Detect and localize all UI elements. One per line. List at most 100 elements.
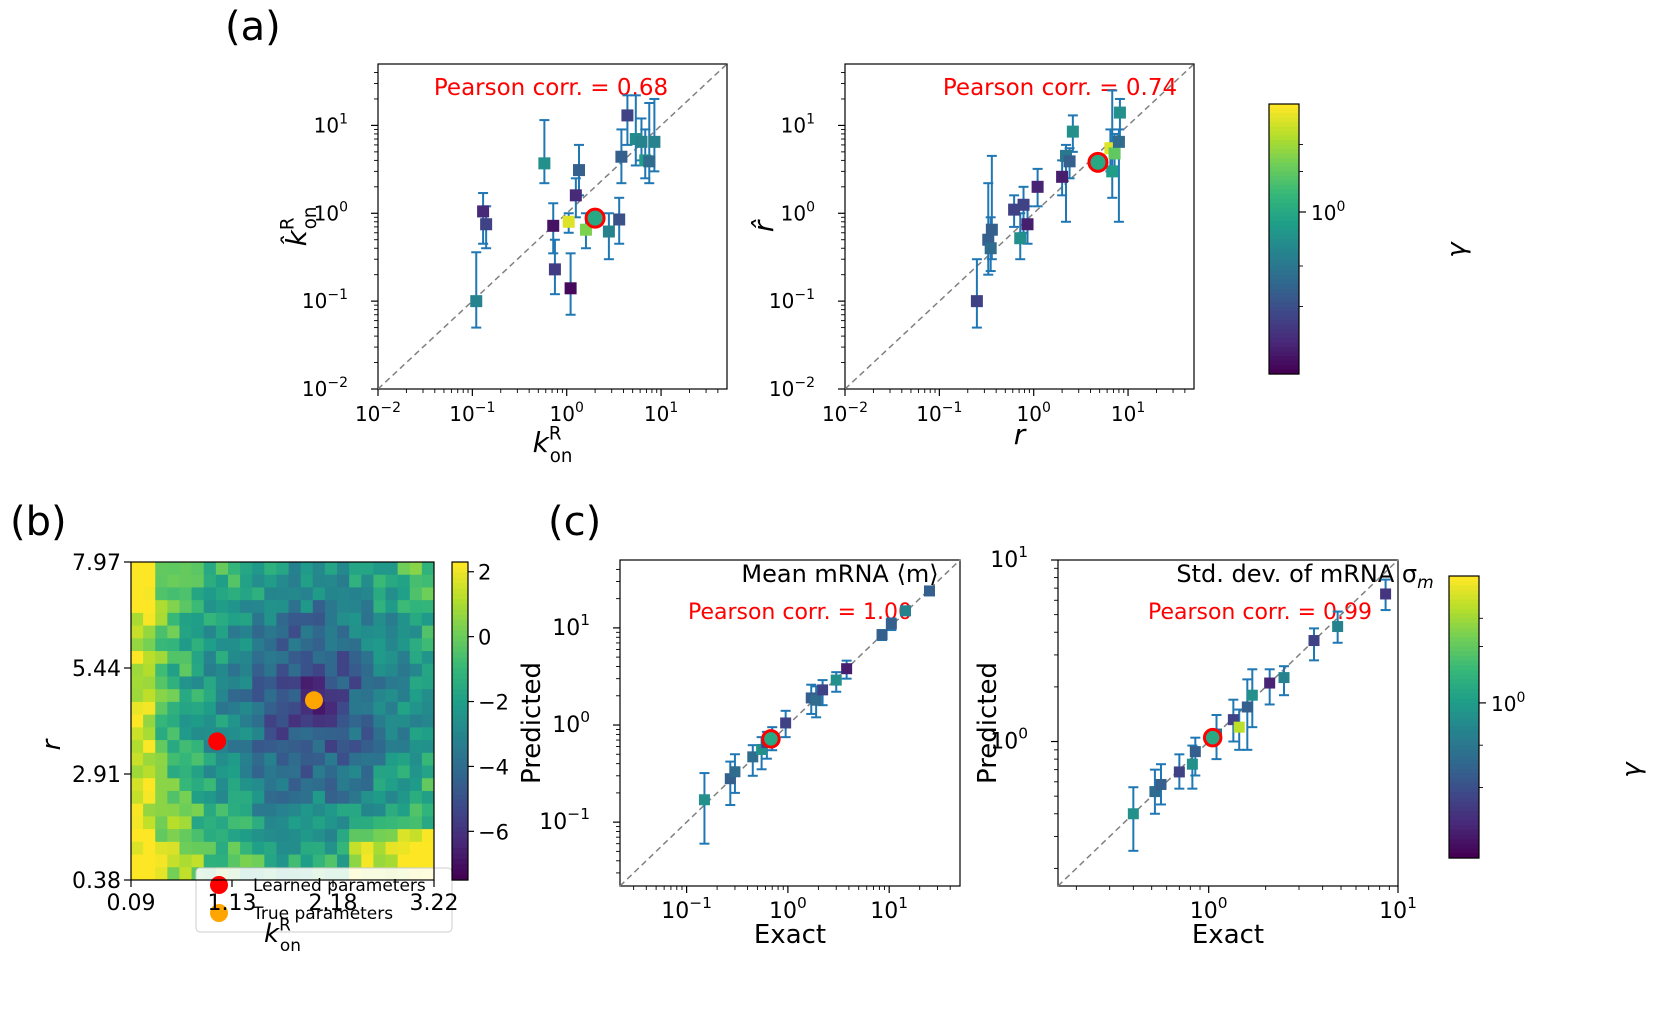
cba-segment [1269, 221, 1299, 227]
heatmap-cell [240, 612, 253, 627]
heatmap-cell [131, 612, 144, 627]
c1-ytick-label-base: 10 [552, 713, 580, 738]
a1-data-point [643, 155, 656, 168]
cba-segment [1269, 189, 1299, 195]
heatmap-cell [179, 867, 193, 881]
heatmap-cell [227, 651, 241, 665]
a1-ylabel-sub: on [300, 207, 321, 230]
heatmap-cell [312, 600, 326, 614]
heatmap-cell [143, 562, 156, 576]
heatmap-cell [361, 841, 374, 856]
heatmap-cell [337, 587, 350, 601]
heatmap-cell [288, 638, 302, 652]
cba-segment [1269, 369, 1299, 375]
heatmap-colorbar-segment [452, 620, 468, 627]
heatmap-cell [373, 854, 387, 868]
heatmap-colorbar-segment [452, 763, 468, 770]
cbc-frame [1448, 575, 1480, 859]
cba-segment [1269, 306, 1299, 312]
heatmap-cell [324, 854, 338, 868]
heatmap-cell [215, 587, 229, 601]
heatmap-cell [179, 816, 193, 830]
heatmap-cell [300, 574, 314, 588]
heatmap-cell [421, 587, 435, 601]
heatmap-cell [276, 829, 290, 843]
cba-segment [1269, 234, 1299, 240]
c1-data-point [756, 743, 768, 755]
heatmap-colorbar-segment [452, 848, 468, 855]
heatmap-cell [143, 587, 156, 601]
c2-axes-frame [1057, 559, 1399, 887]
heatmap-cell [288, 574, 302, 588]
c1-xtick-label: 10−1 [661, 894, 712, 924]
heatmap-cell [361, 638, 374, 652]
a2-xtick-label-base: 10 [916, 402, 941, 426]
heatmap-cell [385, 587, 399, 601]
c1-ytick-label-base: 10 [539, 810, 567, 835]
heatmap-colorbar-segment [452, 683, 468, 690]
heatmap-cell [312, 663, 326, 677]
heatmap-cell [227, 752, 241, 767]
heatmap-cell [409, 600, 423, 614]
panel-label-a: (a) [225, 4, 281, 50]
heatmap-cell [361, 612, 374, 627]
heatmap-cell [155, 790, 168, 805]
heatmap-cell [373, 816, 387, 830]
heatmap-cell [240, 841, 253, 856]
c1-data-point [724, 773, 736, 785]
heatmap-cell [240, 651, 253, 665]
a2-ytick-label: 100 [781, 199, 815, 225]
a1-data-point [548, 263, 561, 276]
cbc-segment [1449, 796, 1479, 803]
cbc-segment [1449, 655, 1479, 662]
heatmap-cell [264, 676, 277, 690]
heatmap-cell [227, 638, 241, 652]
heatmap-cell [179, 587, 193, 601]
heatmap-cell [312, 803, 326, 817]
a2-data-point [985, 223, 998, 236]
heatmap-colorbar-segment [452, 816, 468, 823]
heatmap-cell [409, 587, 423, 601]
heatmap-cell [131, 689, 144, 703]
heatmap-cell [191, 587, 205, 601]
c1-xtick-label: 100 [769, 894, 807, 924]
heatmap-cell [312, 587, 326, 601]
heatmap-cell [179, 625, 193, 639]
cba-segment [1269, 230, 1299, 236]
heatmap-cell [227, 740, 241, 754]
c1-ytick-label: 100 [552, 708, 590, 738]
heatmap-cell [191, 663, 205, 677]
heatmap-cell [397, 600, 411, 614]
heatmap-cell [252, 803, 265, 817]
heatmap-cell [276, 778, 290, 792]
heatmap-cell [276, 790, 290, 805]
cbc-segment [1449, 576, 1479, 582]
a1-data-point [562, 215, 575, 228]
heatmap-cell [215, 714, 229, 728]
heatmap-cell [155, 752, 168, 767]
heatmap-cell [264, 574, 277, 588]
heatmap-cell [155, 816, 168, 830]
cba-segment [1269, 261, 1299, 267]
heatmap-cell [300, 625, 314, 639]
cba-tick-label-base: 10 [1311, 201, 1336, 225]
heatmap-cell [349, 778, 362, 792]
heatmap-cell [191, 803, 205, 817]
cba-segment [1269, 320, 1299, 326]
heatmap-cell [155, 587, 168, 601]
heatmap-cell [252, 638, 265, 652]
heatmap-cell [312, 841, 326, 856]
heatmap-cell [409, 574, 423, 588]
c1-data-point [876, 629, 888, 641]
heatmap-colorbar-segment [452, 731, 468, 738]
heatmap-cell [191, 765, 205, 779]
heatmap-cell [227, 803, 241, 817]
heatmap-cell [397, 740, 411, 754]
heatmap-cell [349, 790, 362, 805]
c2-data-point [1332, 621, 1344, 633]
cbc-segment [1449, 759, 1479, 765]
heatmap-cell [179, 574, 193, 588]
c2-ytick-label-exp: 0 [1018, 725, 1028, 743]
heatmap-cell [421, 727, 435, 741]
a2-data-point [1056, 170, 1069, 183]
